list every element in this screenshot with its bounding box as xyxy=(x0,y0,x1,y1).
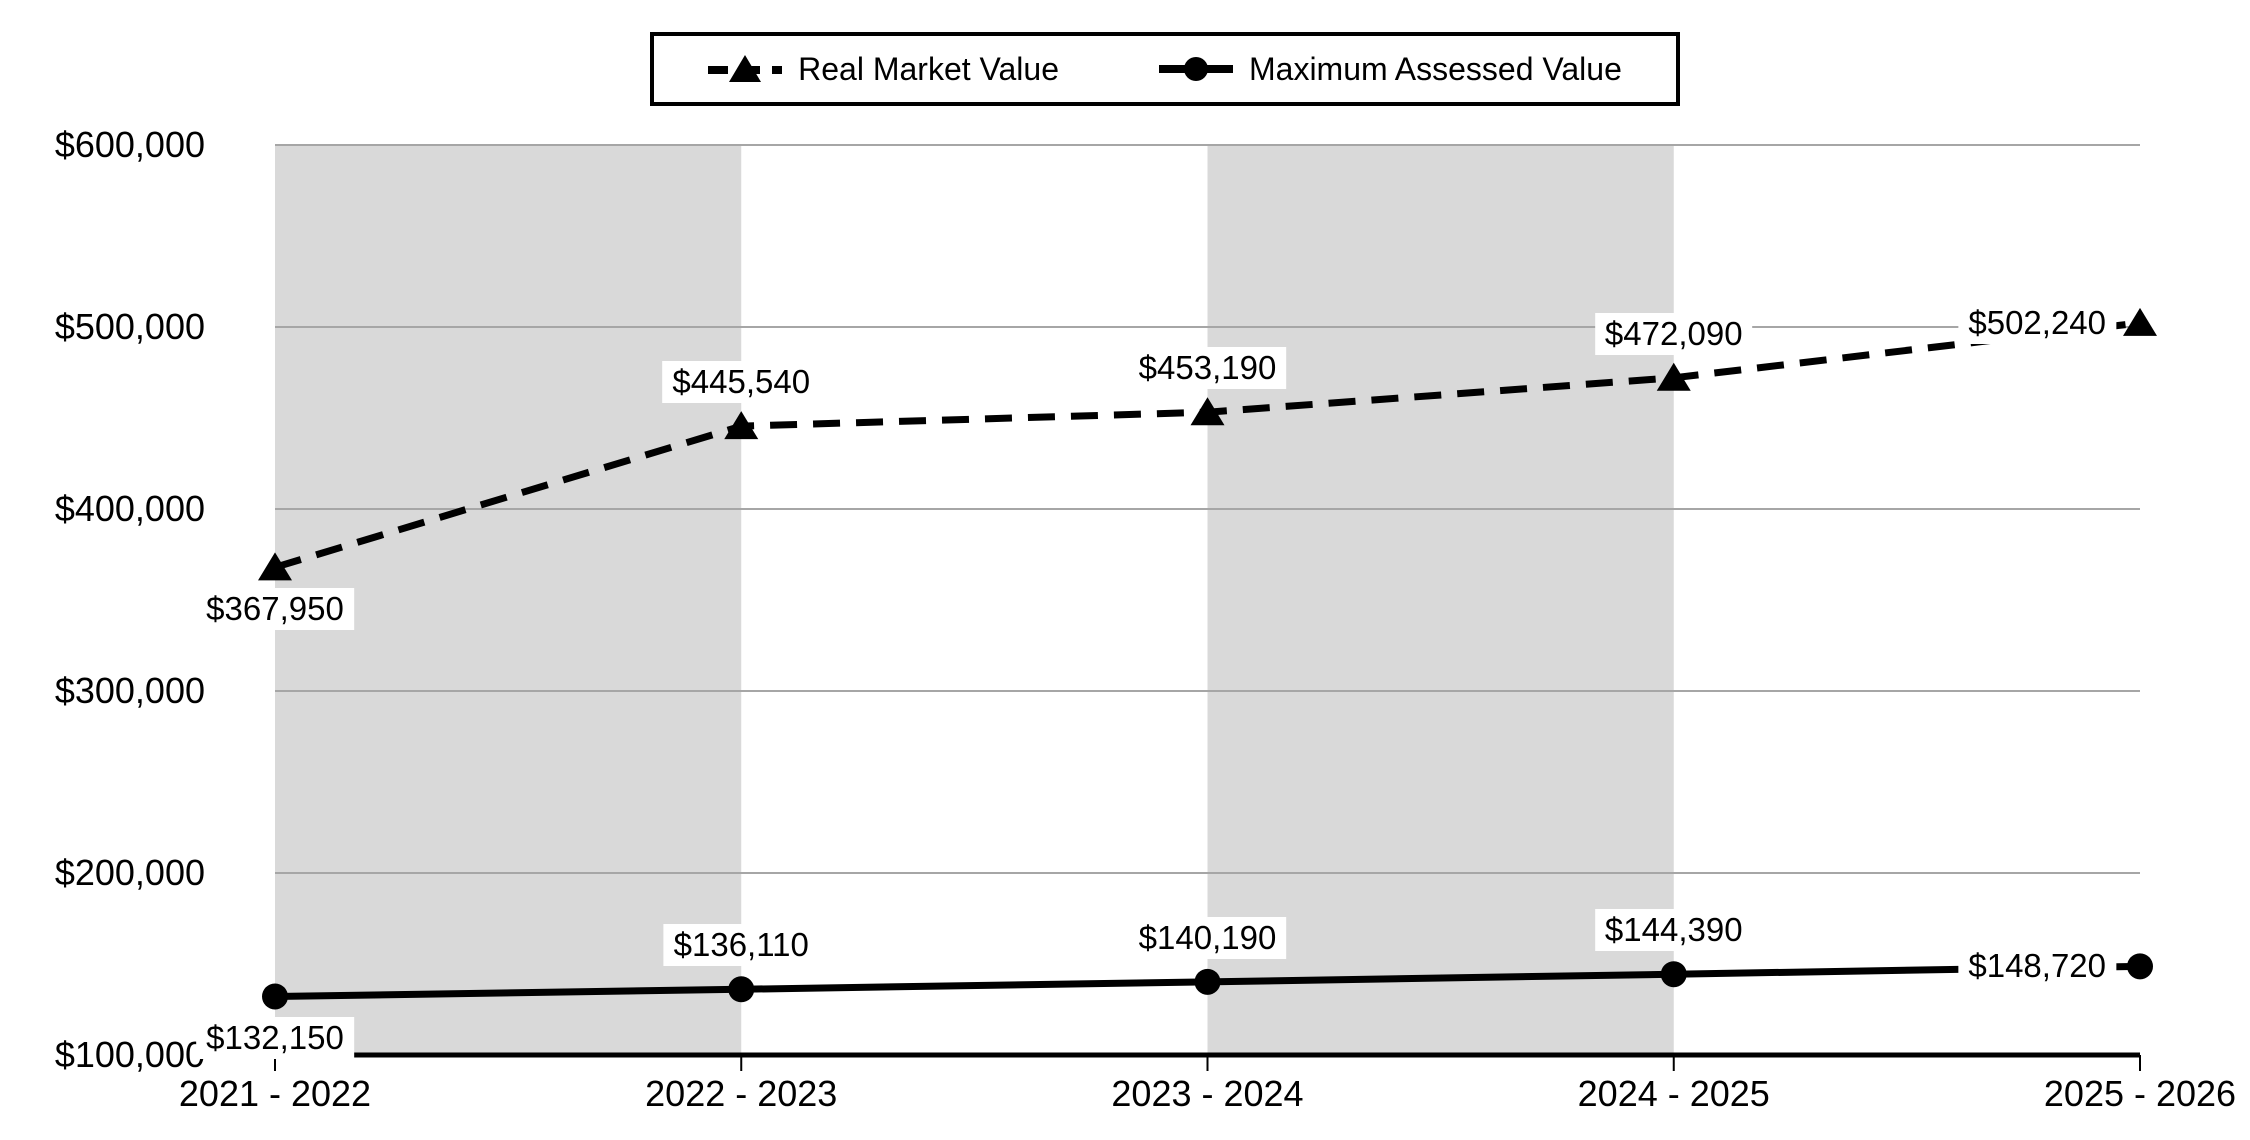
x-axis-label: 2023 - 2024 xyxy=(1111,1073,1304,1114)
legend-item-maximum-assessed-value: Maximum Assessed Value xyxy=(1158,50,1622,88)
y-axis-label: $100,000 xyxy=(54,1034,205,1075)
x-axis-label: 2022 - 2023 xyxy=(645,1073,838,1114)
data-label: $445,540 xyxy=(662,361,821,404)
legend-item-real-market-value: Real Market Value xyxy=(708,51,1059,88)
data-label: $148,720 xyxy=(1958,945,2116,988)
circle-marker xyxy=(262,983,288,1010)
circle-marker xyxy=(2127,953,2153,980)
y-axis-label: $500,000 xyxy=(54,306,205,347)
data-label: $144,390 xyxy=(1594,909,1753,952)
legend: Real Market Value Maximum Assessed Value xyxy=(650,32,1680,106)
y-axis-label: $300,000 xyxy=(54,670,205,711)
legend-label-maximum-assessed-value: Maximum Assessed Value xyxy=(1248,50,1622,87)
triangle-marker xyxy=(258,552,292,581)
dashed-line-triangle-icon xyxy=(708,55,783,82)
data-label: $136,110 xyxy=(663,924,819,967)
x-axis-label: 2024 - 2025 xyxy=(1577,1073,1770,1114)
data-label: $502,240 xyxy=(1958,301,2116,344)
data-label: $367,950 xyxy=(196,588,354,631)
y-axis-label: $200,000 xyxy=(54,852,205,893)
plot-band xyxy=(1207,145,1674,1053)
solid-line-circle-icon xyxy=(1158,57,1233,81)
triangle-marker xyxy=(1190,397,1225,426)
circle-marker xyxy=(728,976,755,1003)
triangle-marker xyxy=(1656,362,1691,391)
triangle-marker xyxy=(2123,307,2157,336)
triangle-marker xyxy=(724,411,759,440)
x-axis-label: 2025 - 2026 xyxy=(2043,1073,2237,1114)
circle-marker xyxy=(1660,961,1687,988)
data-label: $132,150 xyxy=(196,1017,354,1060)
y-axis-label: $600,000 xyxy=(54,124,205,165)
data-label: $140,190 xyxy=(1128,916,1287,959)
y-axis-label: $400,000 xyxy=(54,488,205,529)
data-label: $453,190 xyxy=(1128,347,1287,390)
legend-label-real-market-value: Real Market Value xyxy=(798,50,1059,87)
x-axis-label: 2021 - 2022 xyxy=(178,1073,372,1114)
circle-marker xyxy=(1194,968,1221,995)
data-label: $472,090 xyxy=(1594,312,1753,355)
